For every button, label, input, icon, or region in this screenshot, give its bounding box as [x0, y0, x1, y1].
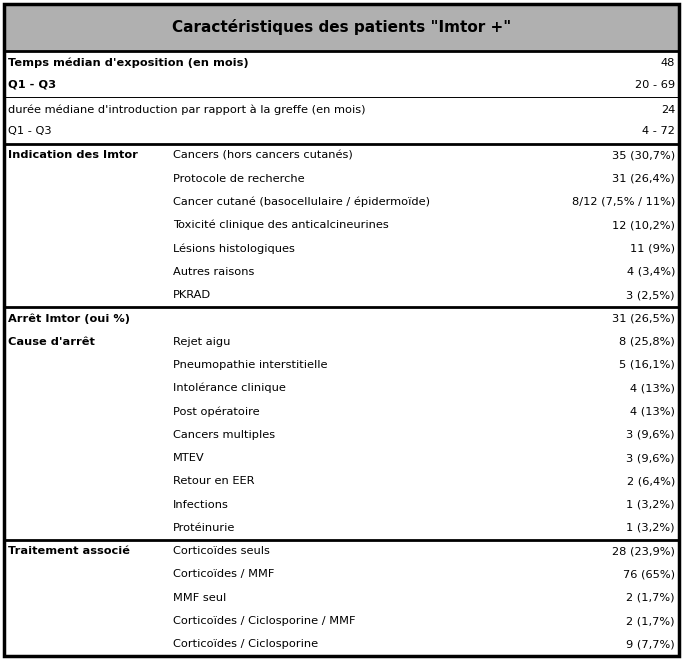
Text: Corticoïdes seuls: Corticoïdes seuls [173, 546, 270, 556]
Text: Corticoïdes / Ciclosporine / MMF: Corticoïdes / Ciclosporine / MMF [173, 616, 356, 626]
Bar [4, 283, 679, 307]
Bar [4, 237, 679, 260]
Bar [4, 423, 679, 446]
Bar [4, 4, 679, 51]
Text: Pneumopathie interstitielle: Pneumopathie interstitielle [173, 360, 328, 370]
Bar [4, 167, 679, 190]
Text: 4 (13%): 4 (13%) [630, 407, 675, 416]
Bar [4, 51, 679, 97]
Bar [4, 540, 679, 563]
Text: Lésions histologiques: Lésions histologiques [173, 244, 295, 253]
Text: 5 (16,1%): 5 (16,1%) [619, 360, 675, 370]
Text: 8/12 (7,5% / 11%): 8/12 (7,5% / 11%) [572, 197, 675, 207]
Text: Traitement associé: Traitement associé [8, 546, 130, 556]
Text: 31 (26,4%): 31 (26,4%) [612, 174, 675, 183]
Text: Protéinurie: Protéinurie [173, 523, 236, 533]
Text: Q1 - Q3: Q1 - Q3 [8, 126, 52, 136]
Text: Cause d'arrêt: Cause d'arrêt [8, 337, 95, 347]
Text: Corticoïdes / MMF: Corticoïdes / MMF [173, 570, 275, 579]
Text: Cancers multiples: Cancers multiples [173, 430, 275, 440]
Text: 24: 24 [660, 105, 675, 115]
Text: MTEV: MTEV [173, 453, 205, 463]
Text: 1 (3,2%): 1 (3,2%) [626, 523, 675, 533]
Bar [4, 563, 679, 586]
Bar [4, 470, 679, 493]
Text: Caractéristiques des patients "Imtor +": Caractéristiques des patients "Imtor +" [172, 19, 511, 35]
Text: durée médiane d'introduction par rapport à la greffe (en mois): durée médiane d'introduction par rapport… [8, 104, 365, 115]
Text: Corticoïdes / Ciclosporine: Corticoïdes / Ciclosporine [173, 640, 318, 649]
Text: Cancer cutané (basocellulaire / épidermoïde): Cancer cutané (basocellulaire / épidermo… [173, 197, 430, 207]
Text: Retour en EER: Retour en EER [173, 477, 255, 486]
Text: Arrêt Imtor (oui %): Arrêt Imtor (oui %) [8, 313, 130, 323]
Text: Temps médian d'exposition (en mois): Temps médian d'exposition (en mois) [8, 58, 249, 69]
Text: 48: 48 [660, 58, 675, 68]
Text: 76 (65%): 76 (65%) [623, 570, 675, 579]
Text: Toxicité clinique des anticalcineurines: Toxicité clinique des anticalcineurines [173, 220, 389, 230]
Bar [4, 353, 679, 377]
Text: Infections: Infections [173, 500, 229, 510]
Bar [4, 214, 679, 237]
Bar [4, 97, 679, 144]
Text: 31 (26,5%): 31 (26,5%) [612, 314, 675, 323]
Text: Rejet aigu: Rejet aigu [173, 337, 231, 347]
Bar [4, 516, 679, 540]
Text: MMF seul: MMF seul [173, 593, 227, 603]
Text: 2 (1,7%): 2 (1,7%) [626, 616, 675, 626]
Text: 9 (7,7%): 9 (7,7%) [626, 640, 675, 649]
Text: 12 (10,2%): 12 (10,2%) [612, 220, 675, 230]
Bar [4, 633, 679, 656]
Bar [4, 144, 679, 167]
Text: Cancers (hors cancers cutanés): Cancers (hors cancers cutanés) [173, 150, 353, 160]
Text: 2 (6,4%): 2 (6,4%) [627, 477, 675, 486]
Bar [4, 400, 679, 423]
Text: 4 (3,4%): 4 (3,4%) [626, 267, 675, 277]
Text: 3 (9,6%): 3 (9,6%) [626, 430, 675, 440]
Bar [4, 446, 679, 470]
Bar [4, 377, 679, 400]
Text: Protocole de recherche: Protocole de recherche [173, 174, 305, 183]
Text: 4 - 72: 4 - 72 [642, 126, 675, 136]
Bar [4, 330, 679, 353]
Text: 3 (9,6%): 3 (9,6%) [626, 453, 675, 463]
Text: 4 (13%): 4 (13%) [630, 383, 675, 393]
Text: Post opératoire: Post opératoire [173, 407, 260, 416]
Text: 11 (9%): 11 (9%) [630, 244, 675, 253]
Bar [4, 586, 679, 609]
Text: Autres raisons: Autres raisons [173, 267, 255, 277]
Text: 20 - 69: 20 - 69 [635, 80, 675, 90]
Text: Intolérance clinique: Intolérance clinique [173, 383, 286, 393]
Text: PKRAD: PKRAD [173, 290, 212, 300]
Text: 2 (1,7%): 2 (1,7%) [626, 593, 675, 603]
Text: 35 (30,7%): 35 (30,7%) [612, 150, 675, 160]
Text: 28 (23,9%): 28 (23,9%) [612, 546, 675, 556]
Text: Q1 - Q3: Q1 - Q3 [8, 80, 56, 90]
Text: 1 (3,2%): 1 (3,2%) [626, 500, 675, 510]
Bar [4, 493, 679, 516]
Bar [4, 307, 679, 330]
Text: 8 (25,8%): 8 (25,8%) [619, 337, 675, 347]
Text: Indication des Imtor: Indication des Imtor [8, 150, 138, 160]
Text: 3 (2,5%): 3 (2,5%) [626, 290, 675, 300]
Bar [4, 609, 679, 633]
Bar [4, 260, 679, 283]
Bar [4, 190, 679, 214]
